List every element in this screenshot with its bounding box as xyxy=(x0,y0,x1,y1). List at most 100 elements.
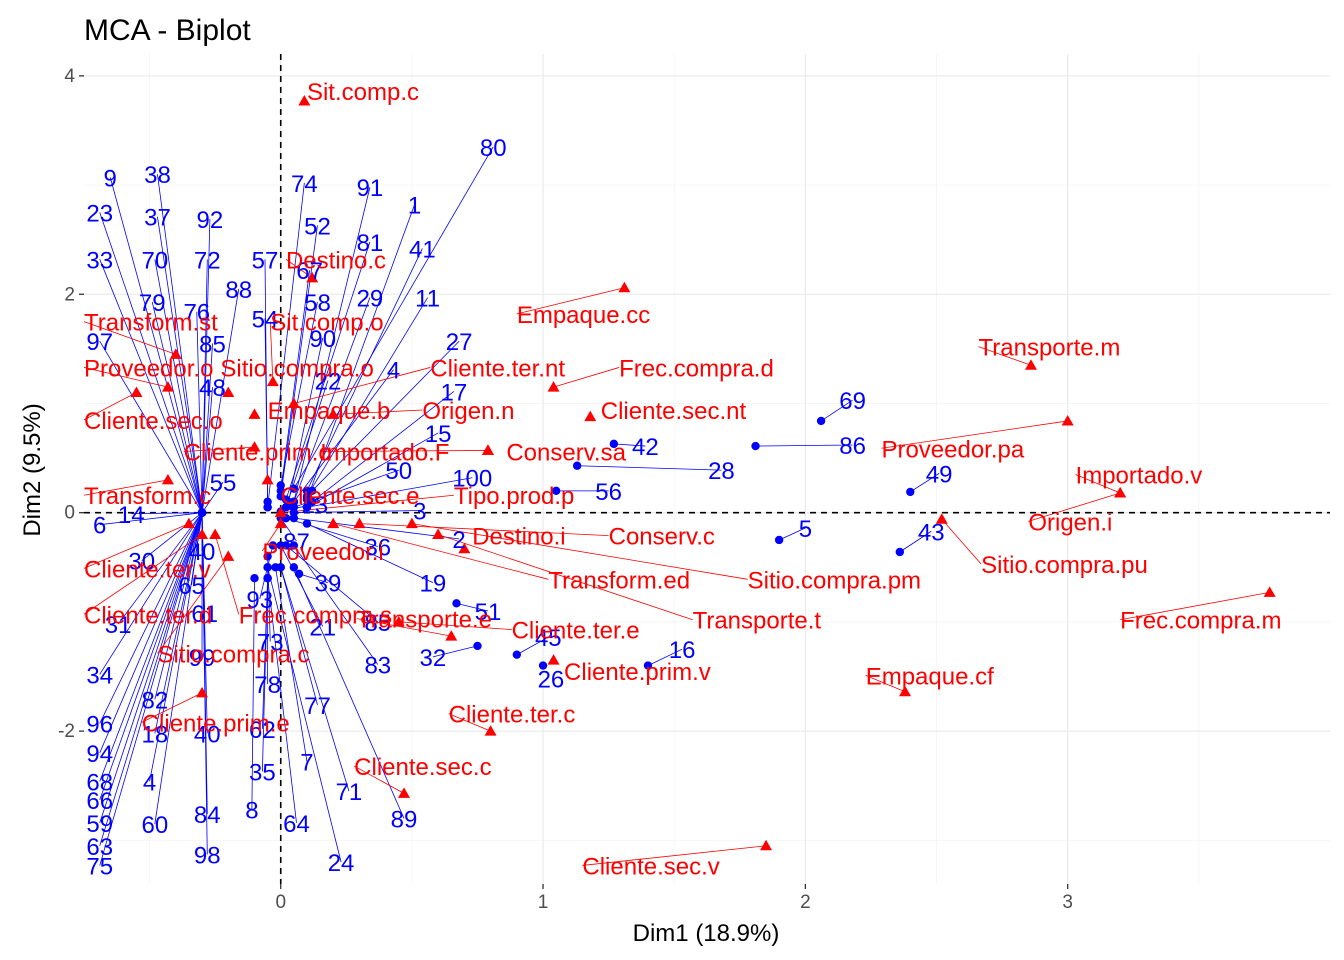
individual-point xyxy=(906,487,915,497)
individual-point xyxy=(289,484,299,493)
variable-label: Frec.compra.d xyxy=(619,355,774,382)
individual-connector xyxy=(201,481,224,513)
individual-label: 100 xyxy=(452,466,492,493)
variable-point xyxy=(618,281,631,293)
individual-connector xyxy=(293,369,394,503)
individual-connector xyxy=(251,578,255,810)
individual-label: 93 xyxy=(246,587,273,614)
individual-label: 92 xyxy=(197,207,224,234)
individual-label: 8 xyxy=(245,798,258,825)
variable-label: Cliente.sec.nt xyxy=(601,398,747,425)
variable-label: Transform.c xyxy=(84,483,211,510)
variable-point xyxy=(161,381,174,392)
variable-connector xyxy=(881,420,1068,449)
variable-label: Empaque.cf xyxy=(866,663,994,690)
individual-point xyxy=(294,569,304,579)
individual-connector xyxy=(267,578,297,823)
y-tick-label: 4 xyxy=(64,66,75,87)
individual-point xyxy=(308,497,317,506)
variable-connector xyxy=(978,346,1032,366)
variable-connector xyxy=(285,258,313,279)
variable-connector xyxy=(1028,492,1121,522)
individual-connector xyxy=(99,341,203,513)
variable-point xyxy=(248,408,261,419)
individual-label: 60 xyxy=(141,812,168,839)
individual-label: 32 xyxy=(420,645,447,672)
individual-label: 72 xyxy=(194,247,221,274)
variable-label: Destino.i xyxy=(472,524,565,551)
individual-label: 97 xyxy=(86,329,113,356)
individual-point xyxy=(263,574,272,583)
variable-label: Transporte.m xyxy=(978,335,1120,362)
individual-connector xyxy=(280,567,318,705)
individual-point xyxy=(452,599,461,608)
individual-label: 23 xyxy=(86,200,113,227)
individual-connector xyxy=(154,259,203,513)
individual-label: 2 xyxy=(452,527,465,554)
individual-connector xyxy=(306,477,473,508)
individual-point xyxy=(281,541,291,550)
variable-point xyxy=(261,473,274,485)
individual-connector xyxy=(201,259,208,513)
individual-label: 64 xyxy=(283,811,310,838)
individual-point xyxy=(302,503,312,512)
variable-connector xyxy=(437,534,693,621)
individual-label: 17 xyxy=(441,379,468,406)
variable-point xyxy=(222,386,235,398)
individual-connector xyxy=(99,512,203,675)
individual-connector xyxy=(306,523,434,583)
variable-point xyxy=(481,444,494,455)
individual-connector xyxy=(131,512,203,515)
variable-point xyxy=(274,506,287,518)
variable-label: Cliente.sec.e xyxy=(281,483,420,510)
individual-connector xyxy=(432,645,478,658)
variable-point xyxy=(306,271,319,283)
individual-connector xyxy=(264,318,269,502)
individual-label: 22 xyxy=(315,369,342,396)
individual-label: 56 xyxy=(595,479,622,506)
variable-point xyxy=(432,528,445,540)
variable-label: Conserv.c xyxy=(609,524,715,551)
variable-point xyxy=(209,528,222,540)
grid xyxy=(84,54,1330,884)
individual-label: 55 xyxy=(210,470,237,497)
y-tick-label: 0 xyxy=(64,503,75,524)
variable-label: Cliente.ter.c xyxy=(449,702,576,729)
individual-label: 11 xyxy=(415,286,440,313)
individual-label: 16 xyxy=(669,637,696,664)
variable-point xyxy=(274,517,287,529)
individual-label: 87 xyxy=(283,529,310,556)
individual-label: 81 xyxy=(357,230,384,257)
individual-label: 86 xyxy=(839,433,866,460)
variable-connector xyxy=(516,287,625,315)
individual-connector xyxy=(201,343,213,513)
individual-connector xyxy=(293,567,405,819)
individual-connector xyxy=(293,545,379,665)
individual-label: 85 xyxy=(364,610,391,637)
variable-point xyxy=(398,787,411,798)
variable-label: Origen.i xyxy=(1028,509,1112,536)
variable-point xyxy=(353,517,366,529)
individual-connector xyxy=(516,636,549,656)
individual-label: 84 xyxy=(194,802,221,829)
individual-label: 74 xyxy=(291,171,318,198)
individual-label: 40 xyxy=(194,721,221,748)
individual-label: 43 xyxy=(918,519,945,546)
individual-connector xyxy=(910,473,940,493)
variable-label: Empaque.cc xyxy=(517,302,650,329)
variable-point xyxy=(182,517,195,529)
individual-label: 15 xyxy=(425,421,452,448)
variable-point xyxy=(458,542,471,554)
variable-point xyxy=(547,381,560,392)
individual-connector xyxy=(280,517,297,542)
individual-label: 14 xyxy=(118,502,145,529)
individual-point xyxy=(751,441,760,451)
individual-connector xyxy=(157,216,203,513)
individual-label: 79 xyxy=(139,290,166,317)
individual-label: 4 xyxy=(143,769,156,796)
individual-label: 98 xyxy=(194,843,221,870)
individual-connector xyxy=(99,512,203,724)
individual-connector xyxy=(293,517,460,540)
individual-point xyxy=(197,508,207,517)
